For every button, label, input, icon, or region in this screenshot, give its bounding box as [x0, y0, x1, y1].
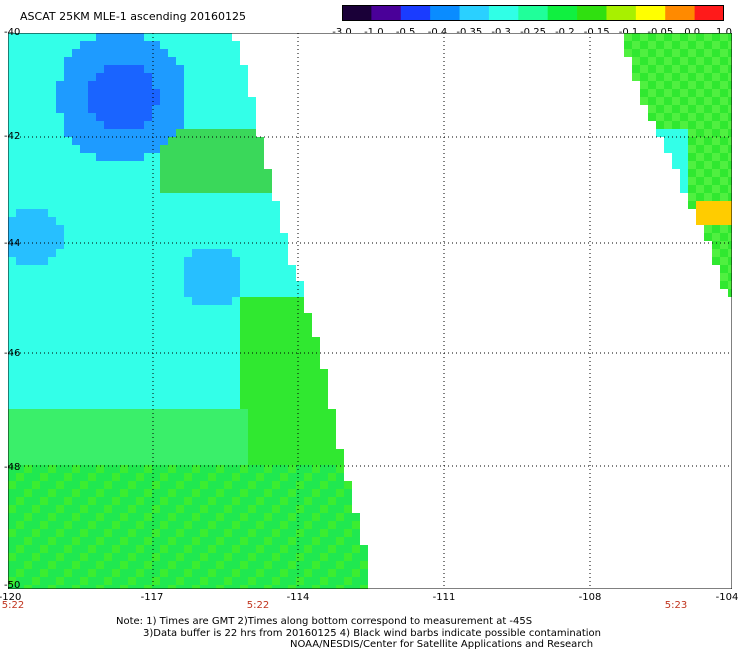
- lat-label-50: -50: [4, 580, 21, 591]
- lon-label-114: -114: [286, 592, 310, 603]
- swath-west: [8, 33, 368, 589]
- time-label-2: 5:22: [246, 600, 270, 611]
- colorbar-segment: [577, 5, 608, 21]
- colorbar-segment: [371, 5, 402, 21]
- colorbar-segment: [665, 5, 696, 21]
- map-date: 20160125: [190, 10, 246, 23]
- colorbar: [342, 5, 724, 21]
- grid-lines: [8, 33, 732, 589]
- colorbar-segment: [635, 5, 666, 21]
- note-line-3: NOAA/NESDIS/Center for Satellite Applica…: [290, 639, 594, 650]
- map-title: ASCAT 25KM MLE-1 ascending: [20, 10, 187, 23]
- colorbar-segment: [459, 5, 490, 21]
- lat-label-48: -48: [4, 462, 21, 473]
- lon-label-111: -111: [432, 592, 456, 603]
- lon-label-104: -104: [715, 592, 739, 603]
- swath-east: [624, 33, 732, 297]
- colorbar-segment: [606, 5, 637, 21]
- colorbar-segment: [430, 5, 461, 21]
- lon-label-108: -108: [578, 592, 602, 603]
- lon-label-117: -117: [140, 592, 164, 603]
- lat-label-44: -44: [4, 238, 21, 249]
- time-label-1: 5:22: [1, 600, 25, 611]
- note-line-1: Note: 1) Times are GMT 2)Times along bot…: [116, 616, 533, 627]
- lon-label-120: -120: [0, 592, 22, 603]
- colorbar-segment: [400, 5, 431, 21]
- colorbar-segment: [518, 5, 549, 21]
- colorbar-segment: [488, 5, 519, 21]
- lat-label-46: -46: [4, 348, 21, 359]
- time-label-3: 5:23: [664, 600, 688, 611]
- lat-label-42: -42: [4, 131, 21, 142]
- colorbar-segment: [547, 5, 578, 21]
- colorbar-segment: [694, 5, 724, 21]
- lat-label-40: -40: [4, 27, 21, 38]
- colorbar-segment: [342, 5, 372, 21]
- note-line-2: 3)Data buffer is 22 hrs from 20160125 4)…: [143, 628, 601, 639]
- data-map: [8, 33, 732, 589]
